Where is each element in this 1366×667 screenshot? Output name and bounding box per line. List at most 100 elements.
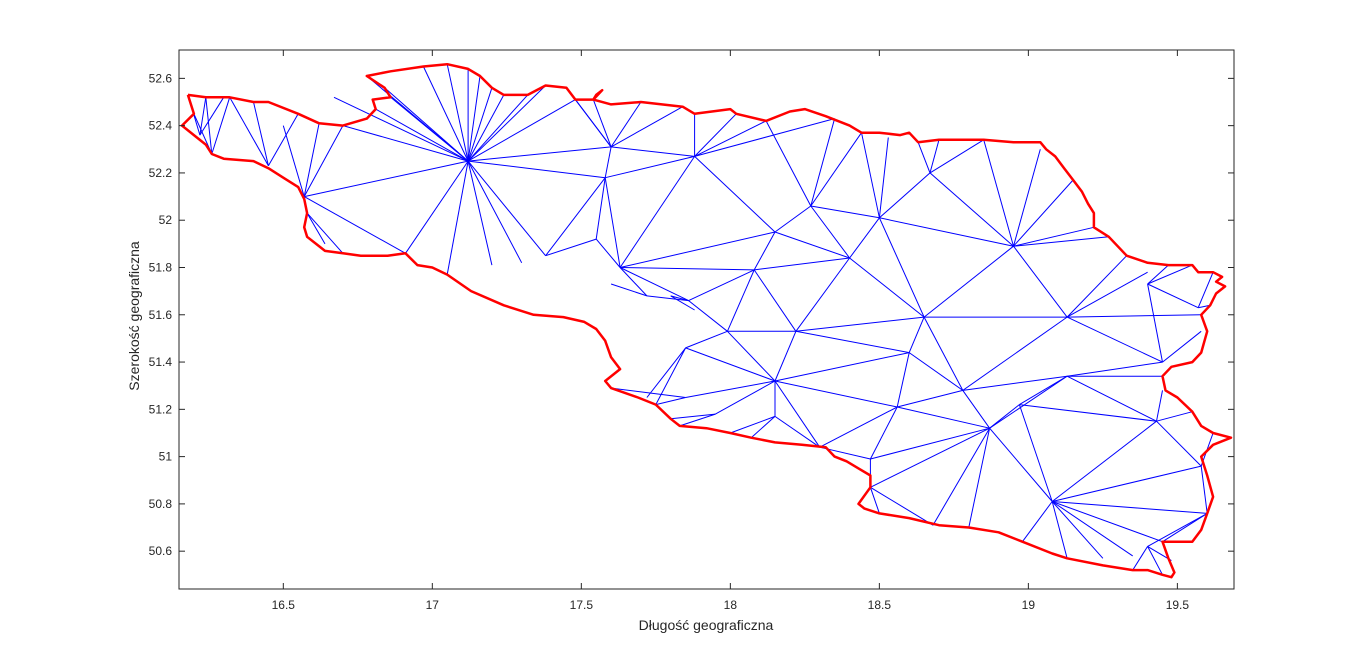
mesh-edge: [1147, 546, 1163, 576]
mesh-edge: [1147, 264, 1193, 285]
mesh-edge: [670, 295, 689, 302]
mesh-edge: [446, 64, 469, 162]
y-tick-label: 50.8: [149, 497, 173, 511]
mesh-edge: [306, 212, 344, 254]
mesh-edge: [611, 146, 695, 157]
mesh-edge: [968, 428, 991, 528]
mesh-edge: [989, 427, 1053, 502]
mesh-edge: [405, 160, 469, 254]
mesh-edge: [1019, 404, 1157, 422]
mesh-edge: [1147, 264, 1169, 285]
mesh-edge: [1147, 512, 1208, 547]
y-axis-label: Szerokość geograficzna: [126, 241, 142, 391]
mesh-edge: [1066, 255, 1128, 318]
mesh-edge: [688, 269, 755, 302]
mesh-edge: [878, 217, 925, 318]
mesh-edge: [545, 238, 597, 257]
y-tick-label: 50.6: [149, 544, 173, 558]
plot-area: [178, 49, 1235, 590]
x-tick-label: 17: [426, 598, 440, 612]
mesh-edge: [1067, 361, 1163, 377]
mesh-edge: [795, 257, 851, 332]
mesh-edge: [774, 352, 910, 382]
mesh-edge: [849, 257, 925, 318]
mesh-edge: [342, 125, 469, 162]
mesh-edge: [897, 389, 963, 408]
mesh-edge: [929, 139, 940, 174]
mesh-edge: [715, 380, 776, 415]
mesh-edge: [810, 205, 880, 219]
mesh-edge: [646, 295, 689, 302]
mesh-edge: [879, 217, 1014, 247]
mesh-edge: [754, 257, 850, 271]
mesh-edge: [467, 99, 576, 162]
mesh-edge: [467, 94, 529, 162]
mesh-edge: [774, 415, 820, 448]
mesh-edge: [810, 205, 851, 259]
mesh-edge: [694, 113, 737, 157]
mesh-edge: [229, 97, 269, 167]
mesh-edge: [774, 380, 898, 408]
mesh-edge: [869, 406, 898, 460]
mesh-edge: [962, 375, 1068, 391]
mesh-edge: [592, 99, 612, 148]
mesh-edge: [1066, 375, 1157, 422]
mesh-edge: [1156, 411, 1193, 422]
mesh-edge: [685, 330, 728, 349]
mesh-edge: [810, 132, 862, 207]
mesh-edge: [962, 316, 1068, 391]
mesh-edge: [467, 94, 505, 162]
mesh-edge: [878, 137, 889, 218]
y-tick-label: 51: [159, 450, 173, 464]
mesh-edge: [897, 406, 990, 429]
mesh-edge: [1021, 501, 1053, 542]
mesh-edge: [753, 231, 776, 271]
mesh-edge: [1156, 420, 1202, 467]
mesh-edge: [303, 196, 406, 254]
mesh-edge: [870, 486, 934, 526]
mesh-edge: [1200, 466, 1208, 514]
mesh-edge: [983, 139, 1014, 247]
mesh-edge: [604, 146, 612, 178]
mesh-edge: [849, 217, 880, 259]
mesh-edge: [870, 427, 990, 460]
mesh-edge: [1147, 283, 1163, 363]
mesh-edge: [870, 427, 990, 488]
mesh-edge: [655, 347, 687, 405]
mesh-edge: [199, 97, 207, 136]
mesh-edge: [422, 66, 469, 162]
mesh-edge: [795, 316, 925, 332]
mesh-edge: [730, 415, 776, 434]
mesh-edge: [774, 380, 821, 448]
mesh-edge: [467, 160, 493, 266]
mesh-edge: [908, 352, 964, 391]
mesh-edge: [467, 87, 493, 162]
mesh-edge: [1162, 330, 1202, 363]
mesh-edge: [1197, 272, 1214, 308]
mesh-edge: [446, 161, 469, 275]
mesh-edge: [253, 101, 269, 166]
mesh-edge: [1066, 271, 1148, 318]
mesh-edge: [989, 375, 1068, 429]
mesh-edge: [989, 404, 1020, 429]
axes-box: [178, 49, 1235, 590]
mesh-edge: [929, 139, 984, 174]
mesh-edge: [774, 231, 850, 259]
x-tick-label: 19: [1022, 598, 1036, 612]
mesh-edge: [929, 172, 1014, 247]
mesh-edge: [879, 172, 931, 219]
mesh-edge: [205, 97, 213, 155]
mesh-edge: [1051, 501, 1133, 557]
y-tick-label: 52.4: [149, 119, 173, 133]
mesh-edge: [1013, 236, 1109, 247]
mesh-edge: [1156, 390, 1163, 422]
mesh-edge: [619, 267, 689, 302]
mesh-edge: [774, 205, 812, 233]
mesh-edge: [908, 316, 925, 353]
mesh-edge: [620, 267, 755, 271]
mesh-edge: [610, 283, 648, 297]
mesh-edge: [688, 300, 728, 332]
mesh-edge: [1067, 314, 1202, 318]
x-tick-label: 16.5: [272, 598, 296, 612]
